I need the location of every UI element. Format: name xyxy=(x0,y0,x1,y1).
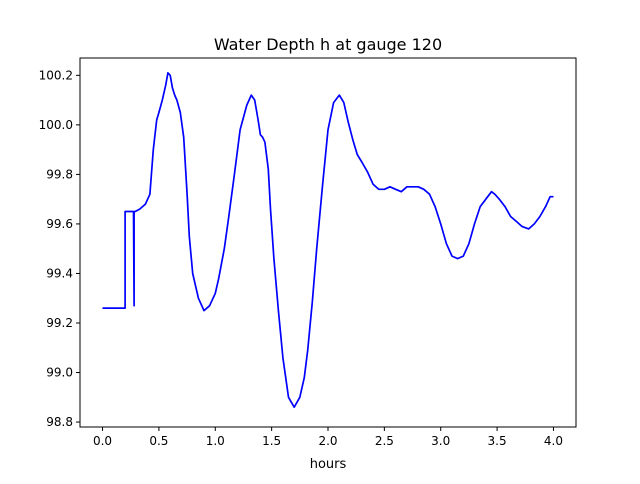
y-tick-label: 100.2 xyxy=(39,68,73,82)
x-tick-label: 1.0 xyxy=(206,434,225,448)
y-tick-label: 98.8 xyxy=(46,415,73,429)
x-tick-label: 3.0 xyxy=(431,434,450,448)
x-tick-label: 1.5 xyxy=(262,434,281,448)
y-axis: 98.8 99.0 99.2 99.4 99.6 99.8 100.0 100.2 xyxy=(39,68,80,429)
x-tick-label: 2.0 xyxy=(318,434,337,448)
chart-title: Water Depth h at gauge 120 xyxy=(214,35,442,54)
plot-area xyxy=(102,72,554,409)
axes-frame xyxy=(79,57,577,428)
x-tick-label: 3.5 xyxy=(488,434,507,448)
y-tick-label: 99.6 xyxy=(46,217,73,231)
y-tick-label: 99.2 xyxy=(46,316,73,330)
x-axis-label: hours xyxy=(310,457,347,472)
x-axis: 0.0 0.5 1.0 1.5 2.0 2.5 3.0 3.5 4.0 xyxy=(93,427,563,448)
x-tick-label: 0.5 xyxy=(149,434,168,448)
x-tick-label: 0.0 xyxy=(93,434,112,448)
series-line xyxy=(102,72,554,409)
y-tick-label: 99.0 xyxy=(46,366,73,380)
y-tick-label: 100.0 xyxy=(39,118,73,132)
x-tick-label: 4.0 xyxy=(544,434,563,448)
y-tick-label: 99.4 xyxy=(46,266,73,280)
y-tick-label: 99.8 xyxy=(46,167,73,181)
x-tick-label: 2.5 xyxy=(375,434,394,448)
